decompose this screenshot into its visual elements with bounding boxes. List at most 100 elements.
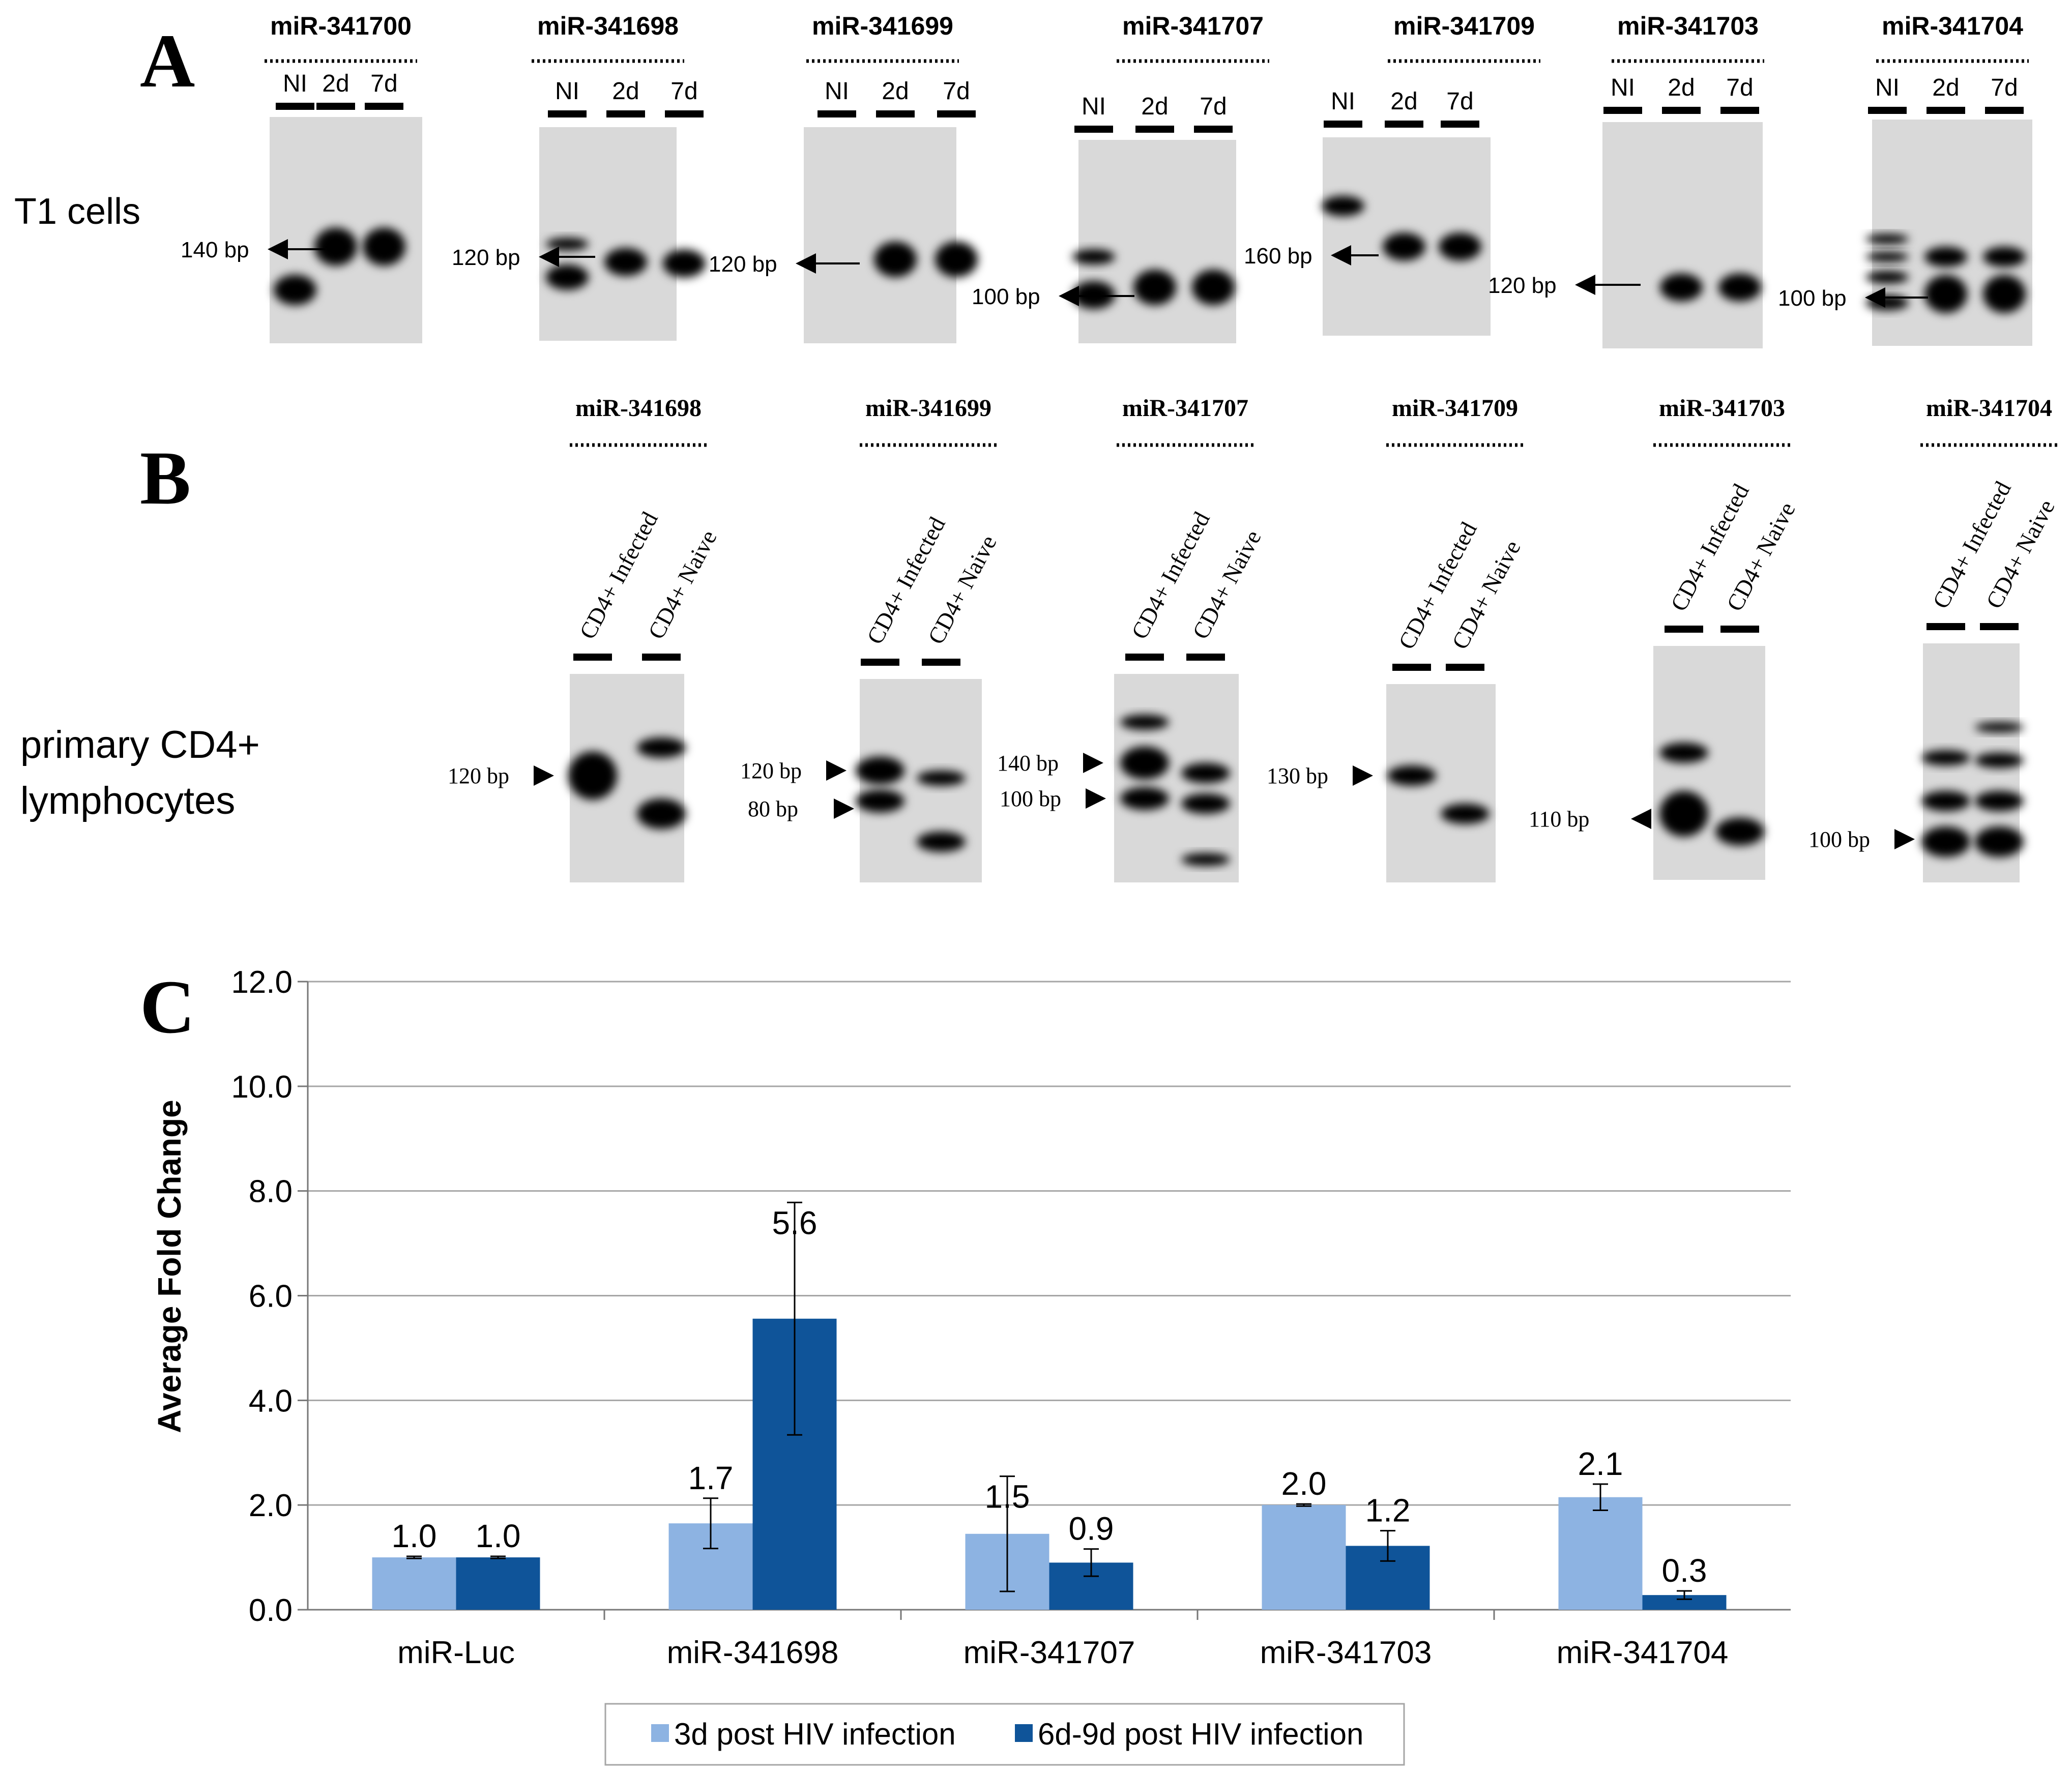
row-a-gels: miR-341700 NI 2d 7d 140 bp miR-341698 NI 2d 7d 12…	[181, 12, 2032, 348]
size-marker-label: 120 bp	[1488, 273, 1557, 298]
size-marker-label: 100 bp	[1000, 786, 1061, 811]
y-tick-label: 8.0	[249, 1174, 293, 1209]
size-marker-label: 120 bp	[452, 245, 520, 270]
gel-a-5: miR-341709 NI 2d 7d 160 bp	[1244, 12, 1540, 336]
lane-bar	[316, 103, 355, 110]
lane-bar	[1135, 126, 1174, 133]
legend: 3d post HIV infection 6d-9d post HIV infe…	[604, 1703, 1405, 1766]
x-tick-label: miR-341707	[964, 1635, 1135, 1670]
lane-bar	[1125, 654, 1164, 661]
gel-band	[856, 756, 904, 785]
data-label: 1.0	[476, 1518, 521, 1554]
gel-band	[546, 238, 589, 251]
lane-label: 2d	[322, 70, 349, 97]
gel-band	[1659, 791, 1708, 837]
lane-bar	[1720, 107, 1759, 114]
gel-a-2: miR-341698 NI 2d 7d 120 bp	[452, 12, 706, 341]
gel-band	[637, 799, 686, 829]
gel-band	[546, 264, 589, 290]
size-marker-label: 120 bp	[448, 763, 509, 788]
gel-title: miR-341704	[1882, 12, 2023, 40]
lane-label: 7d	[370, 70, 397, 97]
panel-c-chart: 0.0 2.0 4.0 6.0 8.0 10.0 12.0 Average Fold Chan…	[151, 965, 1791, 1766]
lane-bar	[1385, 121, 1423, 128]
lane-bar	[937, 110, 976, 117]
y-axis-title: Average Fold Change	[151, 1100, 188, 1433]
gel-title: miR-341698	[537, 12, 679, 40]
gel-image	[1653, 646, 1765, 880]
x-tick-label: miR-Luc	[397, 1635, 515, 1670]
gel-title: miR-341707	[1122, 12, 1264, 40]
lane-bar	[548, 110, 587, 117]
legend-swatch-6d-9d	[1015, 1724, 1033, 1742]
lane-label: 7d	[1991, 74, 2018, 101]
lane-bar	[876, 110, 915, 117]
y-tick-label: 2.0	[249, 1488, 293, 1523]
lane-label: 7d	[1726, 74, 1753, 101]
lane-bar	[1074, 126, 1113, 133]
lane-bar	[922, 659, 960, 666]
gel-band	[1866, 252, 1909, 262]
size-marker-label: 110 bp	[1529, 807, 1589, 832]
gel-band	[1120, 746, 1169, 780]
panel-b-label: B	[140, 436, 191, 520]
gel-band	[1975, 722, 2024, 732]
lane-bar	[1927, 107, 1965, 114]
lane-label: NI	[1611, 74, 1635, 101]
gel-band	[604, 248, 647, 276]
lane-bar	[818, 110, 856, 117]
lane-label: NI	[825, 78, 849, 105]
y-tick-label: 4.0	[249, 1383, 293, 1418]
lane-bar	[1186, 654, 1225, 661]
bar-3d	[1558, 1497, 1643, 1610]
lane-label: CD4+ Naive	[643, 526, 722, 643]
gel-band	[1133, 270, 1176, 305]
gel-band	[1660, 273, 1703, 302]
gel-title: miR-341707	[1122, 395, 1248, 422]
x-tick-label: miR-341704	[1557, 1635, 1729, 1670]
lane-bar	[573, 654, 612, 661]
gel-title: miR-341704	[1926, 395, 2052, 422]
gel-band	[1659, 743, 1708, 763]
bar-3d	[1262, 1505, 1346, 1610]
lane-bar	[1194, 126, 1233, 133]
lane-label: 7d	[1200, 93, 1227, 120]
data-label: 0.3	[1662, 1552, 1707, 1589]
lane-label: NI	[1331, 88, 1355, 115]
legend-swatch-3d	[651, 1724, 669, 1742]
gel-title: miR-341700	[270, 12, 412, 40]
size-marker-label: 80 bp	[748, 796, 798, 821]
row-b-side-label-line2: lymphocytes	[20, 779, 235, 822]
gel-band	[1383, 232, 1425, 261]
lane-label: 7d	[670, 78, 697, 105]
gel-a-7: miR-341704 NI 2d 7d 100 bp	[1778, 12, 2032, 346]
lane-bar	[1868, 107, 1907, 114]
gel-band	[1387, 765, 1436, 786]
gel-band	[1983, 275, 2026, 313]
gel-title: miR-341699	[812, 12, 953, 40]
size-marker-label: 160 bp	[1244, 244, 1312, 269]
gel-a-6: miR-341703 NI 2d 7d 120 bp	[1488, 12, 1764, 348]
gel-band	[1192, 270, 1235, 305]
gel-band	[363, 227, 405, 266]
gel-image	[1602, 122, 1763, 348]
data-label: 5.6	[772, 1204, 818, 1241]
row-b-side-label-line1: primary CD4+	[20, 723, 260, 766]
lane-label: 2d	[1390, 88, 1417, 115]
x-tick-label: miR-341698	[667, 1635, 839, 1670]
data-label: 1.2	[1365, 1492, 1411, 1529]
gel-title: miR-341703	[1617, 12, 1759, 40]
y-tick-label: 0.0	[249, 1593, 293, 1628]
lane-bar	[665, 110, 704, 117]
lane-bar	[1665, 626, 1703, 633]
size-marker-label: 100 bp	[972, 284, 1040, 309]
lane-bar	[606, 110, 645, 117]
data-label: 1.7	[688, 1460, 734, 1496]
lane-bar	[642, 654, 681, 661]
lane-bar	[861, 659, 899, 666]
size-marker-label: 130 bp	[1267, 763, 1328, 788]
